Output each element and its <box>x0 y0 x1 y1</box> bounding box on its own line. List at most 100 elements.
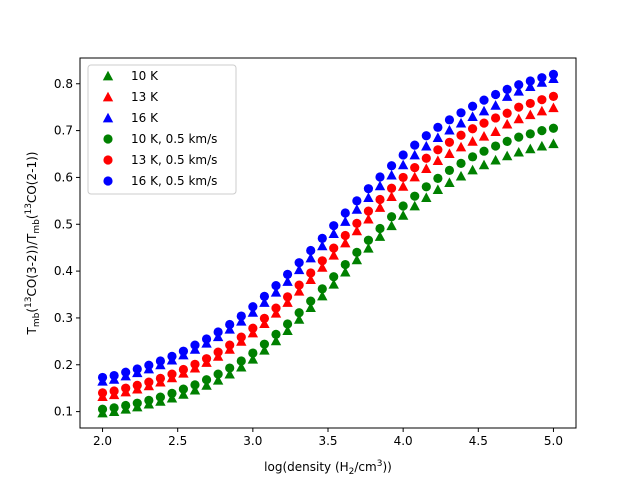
data-point-10-k <box>432 184 444 195</box>
data-point-10-k <box>478 159 490 170</box>
data-point-10-k-0-5-km-s <box>213 369 223 379</box>
data-point-10-k-0-5-km-s <box>178 384 189 394</box>
legend-label-10-k: 10 K <box>131 69 159 83</box>
data-point-10-k <box>178 389 189 399</box>
data-point-13-k <box>374 202 386 212</box>
data-point-13-k-0-5-km-s <box>421 153 431 163</box>
data-point-10-k-0-5-km-s <box>340 259 350 270</box>
y-tick-label: 0.4 <box>54 264 73 278</box>
data-point-13-k-0-5-km-s <box>201 354 212 364</box>
data-point-10-k <box>444 177 455 188</box>
data-point-10-k <box>236 361 247 372</box>
y-tick-label: 0.2 <box>54 358 73 372</box>
legend-label-10-k-0-5-km-s: 10 K, 0.5 km/s <box>131 132 217 146</box>
data-point-16-k <box>386 169 397 180</box>
data-point-16-k <box>236 316 247 326</box>
x-tick-label: 3.5 <box>318 434 337 448</box>
data-point-16-k-0-5-km-s <box>433 122 443 132</box>
data-point-10-k <box>293 314 305 324</box>
data-point-16-k-0-5-km-s <box>456 108 466 118</box>
data-point-10-k <box>467 164 478 175</box>
data-point-10-k-0-5-km-s <box>121 400 131 411</box>
data-point-10-k <box>247 353 259 364</box>
data-point-16-k-0-5-km-s <box>201 334 212 344</box>
data-point-10-k <box>455 170 467 181</box>
y-tick-label: 0.5 <box>54 217 73 231</box>
data-point-16-k <box>478 105 490 116</box>
data-point-16-k-0-5-km-s <box>167 351 177 361</box>
data-point-13-k-0-5-km-s <box>144 377 154 387</box>
data-point-16-k-0-5-km-s <box>398 150 408 160</box>
data-point-10-k <box>421 192 432 202</box>
data-point-16-k-0-5-km-s <box>144 360 154 370</box>
data-point-10-k-0-5-km-s <box>467 152 478 162</box>
data-point-16-k-0-5-km-s <box>537 73 547 83</box>
data-point-16-k <box>282 276 293 286</box>
data-point-10-k-0-5-km-s <box>294 308 304 318</box>
data-point-13-k <box>328 249 339 260</box>
series-13-k-0-5-km-s <box>97 91 559 398</box>
data-point-16-k-0-5-km-s <box>225 319 235 330</box>
x-axis-label: log(density (H2/cm3)) <box>264 459 392 477</box>
data-point-13-k-0-5-km-s <box>433 145 443 155</box>
data-point-13-k-0-5-km-s <box>398 172 408 183</box>
data-point-13-k-0-5-km-s <box>340 230 350 241</box>
series-10-k-0-5-km-s <box>97 123 559 414</box>
data-point-13-k-0-5-km-s <box>155 373 166 383</box>
data-point-10-k-0-5-km-s <box>271 329 281 339</box>
data-point-16-k-0-5-km-s <box>155 356 166 366</box>
data-point-13-k-0-5-km-s <box>329 243 339 253</box>
data-point-16-k-0-5-km-s <box>375 172 385 182</box>
data-point-13-k-0-5-km-s <box>306 268 316 278</box>
data-point-16-k <box>247 307 259 317</box>
data-point-13-k-0-5-km-s <box>317 256 327 266</box>
data-point-16-k-0-5-km-s <box>306 245 316 256</box>
data-point-13-k-0-5-km-s <box>213 347 223 357</box>
x-tick-label: 5.0 <box>544 434 563 448</box>
data-point-10-k <box>259 345 270 355</box>
data-point-10-k-0-5-km-s <box>155 392 166 402</box>
legend-label-13-k-0-5-km-s: 13 K, 0.5 km/s <box>131 153 217 167</box>
y-axis: 0.1 0.2 0.3 0.4 0.5 0.6 0.7 0.8 <box>54 77 80 419</box>
data-point-13-k <box>548 102 559 113</box>
data-point-16-k-0-5-km-s <box>190 340 200 350</box>
y-tick-label: 0.7 <box>54 124 73 138</box>
data-point-13-k-0-5-km-s <box>548 91 559 102</box>
data-point-10-k <box>340 266 351 277</box>
data-point-16-k <box>421 140 432 151</box>
data-point-13-k <box>340 237 351 248</box>
data-point-10-k <box>536 140 548 151</box>
data-point-16-k-0-5-km-s <box>248 302 258 312</box>
data-point-10-k-0-5-km-s <box>236 356 246 366</box>
data-point-16-k-0-5-km-s <box>363 184 374 194</box>
axes-frame <box>79 57 577 429</box>
y-tick-label: 0.8 <box>54 77 73 91</box>
data-point-16-k <box>444 124 455 135</box>
data-point-16-k <box>455 117 467 128</box>
data-point-10-k-0-5-km-s <box>456 158 466 168</box>
data-point-10-k-0-5-km-s <box>490 141 501 151</box>
x-tick-label: 4.5 <box>469 434 488 448</box>
data-point-16-k <box>351 204 363 214</box>
data-point-10-k <box>397 210 409 220</box>
data-point-16-k-0-5-km-s <box>444 115 455 125</box>
data-point-13-k-0-5-km-s <box>259 313 270 324</box>
x-tick-label: 2.5 <box>168 434 187 448</box>
data-point-13-k-0-5-km-s <box>352 218 362 228</box>
data-point-10-k-0-5-km-s <box>433 173 443 183</box>
data-point-16-k-0-5-km-s <box>178 346 189 356</box>
data-point-10-k-0-5-km-s <box>306 296 316 306</box>
data-point-16-k-0-5-km-s <box>421 131 431 141</box>
data-point-16-k <box>432 132 444 143</box>
data-point-13-k-0-5-km-s <box>178 364 189 375</box>
data-point-10-k <box>282 325 293 336</box>
data-point-13-k <box>421 163 432 173</box>
data-point-16-k <box>293 264 305 275</box>
data-point-16-k-0-5-km-s <box>502 84 512 94</box>
data-point-16-k <box>317 240 328 251</box>
data-point-10-k <box>201 380 212 390</box>
data-point-16-k <box>259 297 270 307</box>
data-point-10-k <box>525 143 536 154</box>
data-point-13-k <box>432 155 444 165</box>
y-tick-label: 0.1 <box>54 405 73 419</box>
